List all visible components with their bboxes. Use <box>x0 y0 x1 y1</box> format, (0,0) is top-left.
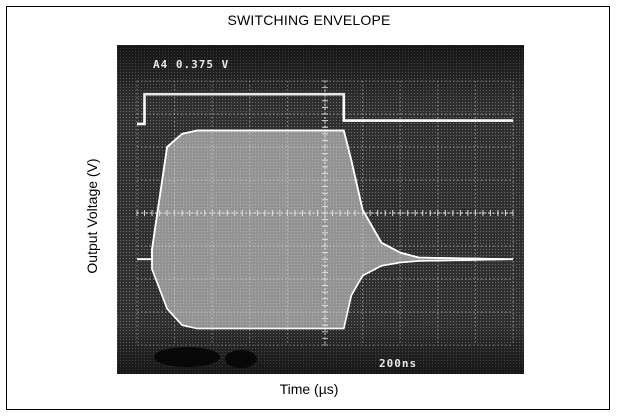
y-axis-label: Output Voltage (V) <box>84 158 100 274</box>
timebase-readout: 200ns <box>379 357 417 370</box>
screen-smudge <box>154 347 220 367</box>
screen-smudge <box>225 350 257 368</box>
screen-vignette <box>117 45 524 374</box>
chart-title: SWITCHING ENVELOPE <box>227 12 391 28</box>
oscilloscope-screen: A4 0.375 V 200ns <box>117 45 524 374</box>
x-axis-label: Time (µs) <box>279 381 339 397</box>
plot-area: A4 0.375 V 200ns <box>117 45 524 374</box>
channel-scale-readout: A4 0.375 V <box>153 58 229 71</box>
